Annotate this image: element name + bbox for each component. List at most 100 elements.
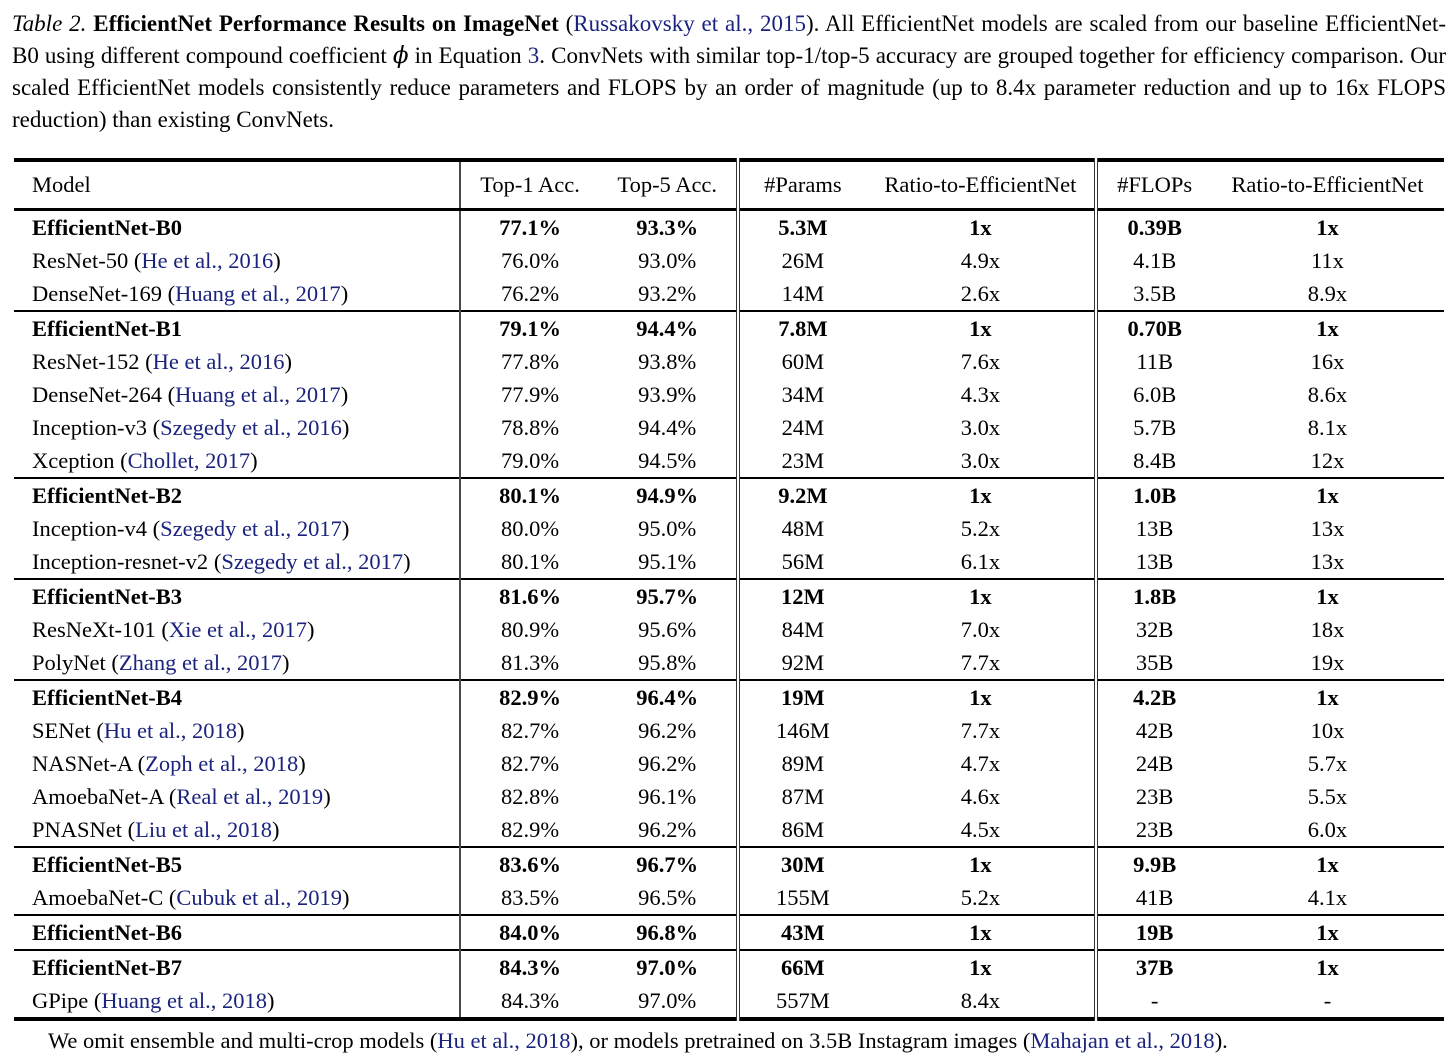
value-cell: 13x bbox=[1310, 515, 1345, 541]
model-name: DenseNet-264 bbox=[32, 381, 162, 407]
value-cell: 1x bbox=[1210, 914, 1444, 950]
model-name-cell: EfficientNet-B2 bbox=[14, 477, 461, 512]
citation-link[interactable]: Russakovsky et al., 2015 bbox=[573, 11, 806, 36]
citation-link[interactable]: Real et al., 2019 bbox=[176, 783, 324, 809]
value-cell: 96.5% bbox=[638, 884, 697, 910]
value-cell: 6.0B bbox=[1094, 378, 1211, 411]
model-name-cell: Inception-resnet-v2 (Szegedy et al., 201… bbox=[32, 548, 411, 574]
value-cell: 78.8% bbox=[459, 411, 599, 444]
value-cell: 80.1% bbox=[459, 545, 599, 579]
value-cell: 1x bbox=[1210, 578, 1444, 613]
value-cell: 6.1x bbox=[960, 548, 1001, 574]
table-row: SENet (Hu et al., 2018) 82.7% 96.2% 146M 7.7… bbox=[14, 714, 1444, 747]
citation-link[interactable]: Hu et al., 2018 bbox=[437, 1028, 571, 1053]
model-group: EfficientNet-B6 84.0% 96.8% 43M 1x 19B 1x bbox=[14, 914, 1444, 950]
value-cell: 77.8% bbox=[459, 345, 599, 378]
value-cell: 1x bbox=[1210, 949, 1444, 984]
value-cell: 94.9% bbox=[598, 477, 738, 512]
caption-text: ( bbox=[558, 11, 574, 36]
value-cell: 66M bbox=[735, 949, 867, 984]
column-header-params: #Params bbox=[735, 160, 867, 211]
citation-link[interactable]: Szegedy et al., 2017 bbox=[221, 548, 404, 574]
table-row: EfficientNet-B0 77.1% 93.3% 5.3M 1x 0.39B 1x bbox=[14, 208, 1444, 244]
value-cell: 95.8% bbox=[638, 649, 697, 675]
value-cell: 97.0% bbox=[638, 987, 697, 1013]
citation-link[interactable]: He et al., 2016 bbox=[152, 348, 285, 374]
value-cell: 76.2% bbox=[459, 277, 599, 311]
table-row: PolyNet (Zhang et al., 2017) 81.3% 95.8% 92… bbox=[14, 646, 1444, 680]
value-cell: 8.1x bbox=[1307, 414, 1348, 440]
value-cell: 4.9x bbox=[960, 247, 1001, 273]
table-row: GPipe (Huang et al., 2018) 84.3% 97.0% 557M… bbox=[14, 984, 1444, 1019]
model-name: NASNet-A bbox=[32, 750, 132, 776]
value-cell: 93.8% bbox=[638, 348, 697, 374]
value-cell: 11B bbox=[1094, 345, 1211, 378]
value-cell: 1x bbox=[866, 477, 1097, 512]
model-name-cell: Inception-v4 (Szegedy et al., 2017) bbox=[32, 515, 350, 541]
model-name-cell: AmoebaNet-C (Cubuk et al., 2019) bbox=[32, 884, 350, 910]
citation-link[interactable]: Mahajan et al., 2018 bbox=[1030, 1028, 1215, 1053]
citation-link[interactable]: Chollet, 2017 bbox=[127, 447, 251, 473]
value-cell: 4.1x bbox=[1307, 884, 1348, 910]
model-group: EfficientNet-B2 80.1% 94.9% 9.2M 1x 1.0B 1x Inc… bbox=[14, 477, 1444, 579]
footnote-text: ), or models pretrained on 3.5B Instagra… bbox=[570, 1028, 1031, 1053]
value-cell: 1x bbox=[1210, 310, 1444, 345]
value-cell: 13B bbox=[1094, 512, 1211, 545]
citation-link[interactable]: Szegedy et al., 2016 bbox=[160, 414, 342, 440]
value-cell: 0.39B bbox=[1094, 208, 1211, 244]
value-cell: 56M bbox=[735, 545, 867, 579]
value-cell: 7.0x bbox=[960, 616, 1001, 642]
table-header-row: Model Top-1 Acc. Top-5 Acc. #Params Rati… bbox=[14, 160, 1444, 211]
value-cell: 1.8B bbox=[1094, 578, 1211, 613]
value-cell: 77.1% bbox=[459, 208, 599, 244]
value-cell: 97.0% bbox=[598, 949, 738, 984]
value-cell: 1x bbox=[1210, 679, 1444, 714]
equation-link[interactable]: 3 bbox=[527, 43, 540, 68]
citation-link[interactable]: He et al., 2016 bbox=[141, 247, 274, 273]
value-cell: 7.7x bbox=[960, 649, 1001, 675]
value-cell: 4.1B bbox=[1094, 244, 1211, 277]
value-cell: 4.3x bbox=[960, 381, 1001, 407]
value-cell: 557M bbox=[735, 984, 867, 1019]
value-cell: 7.8M bbox=[735, 310, 867, 345]
citation-link[interactable]: Cubuk et al., 2019 bbox=[176, 884, 342, 910]
value-cell: 5.7x bbox=[1307, 750, 1348, 776]
value-cell: 34M bbox=[735, 378, 867, 411]
value-cell: 11x bbox=[1310, 247, 1344, 273]
citation-link[interactable]: Szegedy et al., 2017 bbox=[160, 515, 342, 541]
citation-link[interactable]: Zhang et al., 2017 bbox=[118, 649, 282, 675]
model-group: EfficientNet-B1 79.1% 94.4% 7.8M 1x 0.70B 1x Re… bbox=[14, 310, 1444, 478]
value-cell: 82.7% bbox=[459, 747, 599, 780]
column-header-flops: #FLOPs bbox=[1094, 160, 1211, 211]
model-name: EfficientNet-B3 bbox=[32, 583, 182, 609]
model-group: EfficientNet-B7 84.3% 97.0% 66M 1x 37B 1x GPipe… bbox=[14, 949, 1444, 1019]
value-cell: 89M bbox=[735, 747, 867, 780]
value-cell: - bbox=[1323, 987, 1332, 1013]
citation-link[interactable]: Hu et al., 2018 bbox=[103, 717, 237, 743]
citation-link[interactable]: Xie et al., 2017 bbox=[168, 616, 307, 642]
value-cell: 23B bbox=[1094, 780, 1211, 813]
citation-link[interactable]: Huang et al., 2017 bbox=[175, 280, 341, 306]
model-name: EfficientNet-B7 bbox=[32, 954, 182, 980]
value-cell: 8.4B bbox=[1094, 444, 1211, 478]
value-cell: 4.5x bbox=[960, 816, 1001, 842]
value-cell: 95.1% bbox=[638, 548, 697, 574]
value-cell: 14M bbox=[735, 277, 867, 311]
citation-link[interactable]: Huang et al., 2017 bbox=[175, 381, 341, 407]
citation-link[interactable]: Zoph et al., 2018 bbox=[145, 750, 299, 776]
value-cell: 24B bbox=[1094, 747, 1211, 780]
model-name-cell: PolyNet (Zhang et al., 2017) bbox=[32, 649, 290, 675]
model-name-cell: SENet (Hu et al., 2018) bbox=[32, 717, 245, 743]
table-row: NASNet-A (Zoph et al., 2018) 82.7% 96.2% 89… bbox=[14, 747, 1444, 780]
model-name-cell: AmoebaNet-A (Real et al., 2019) bbox=[32, 783, 331, 809]
citation-link[interactable]: Liu et al., 2018 bbox=[135, 816, 272, 842]
results-table: Model Top-1 Acc. Top-5 Acc. #Params Rati… bbox=[14, 158, 1444, 1021]
value-cell: 80.0% bbox=[459, 512, 599, 545]
citation-link[interactable]: Huang et al., 2018 bbox=[101, 987, 267, 1013]
model-name-cell: GPipe (Huang et al., 2018) bbox=[32, 987, 275, 1013]
table-row: EfficientNet-B5 83.6% 96.7% 30M 1x 9.9B 1x bbox=[14, 846, 1444, 881]
model-name-cell: DenseNet-264 (Huang et al., 2017) bbox=[32, 381, 349, 407]
model-name: AmoebaNet-C bbox=[32, 884, 164, 910]
value-cell: 35B bbox=[1094, 646, 1211, 680]
model-name: EfficientNet-B1 bbox=[32, 315, 182, 341]
